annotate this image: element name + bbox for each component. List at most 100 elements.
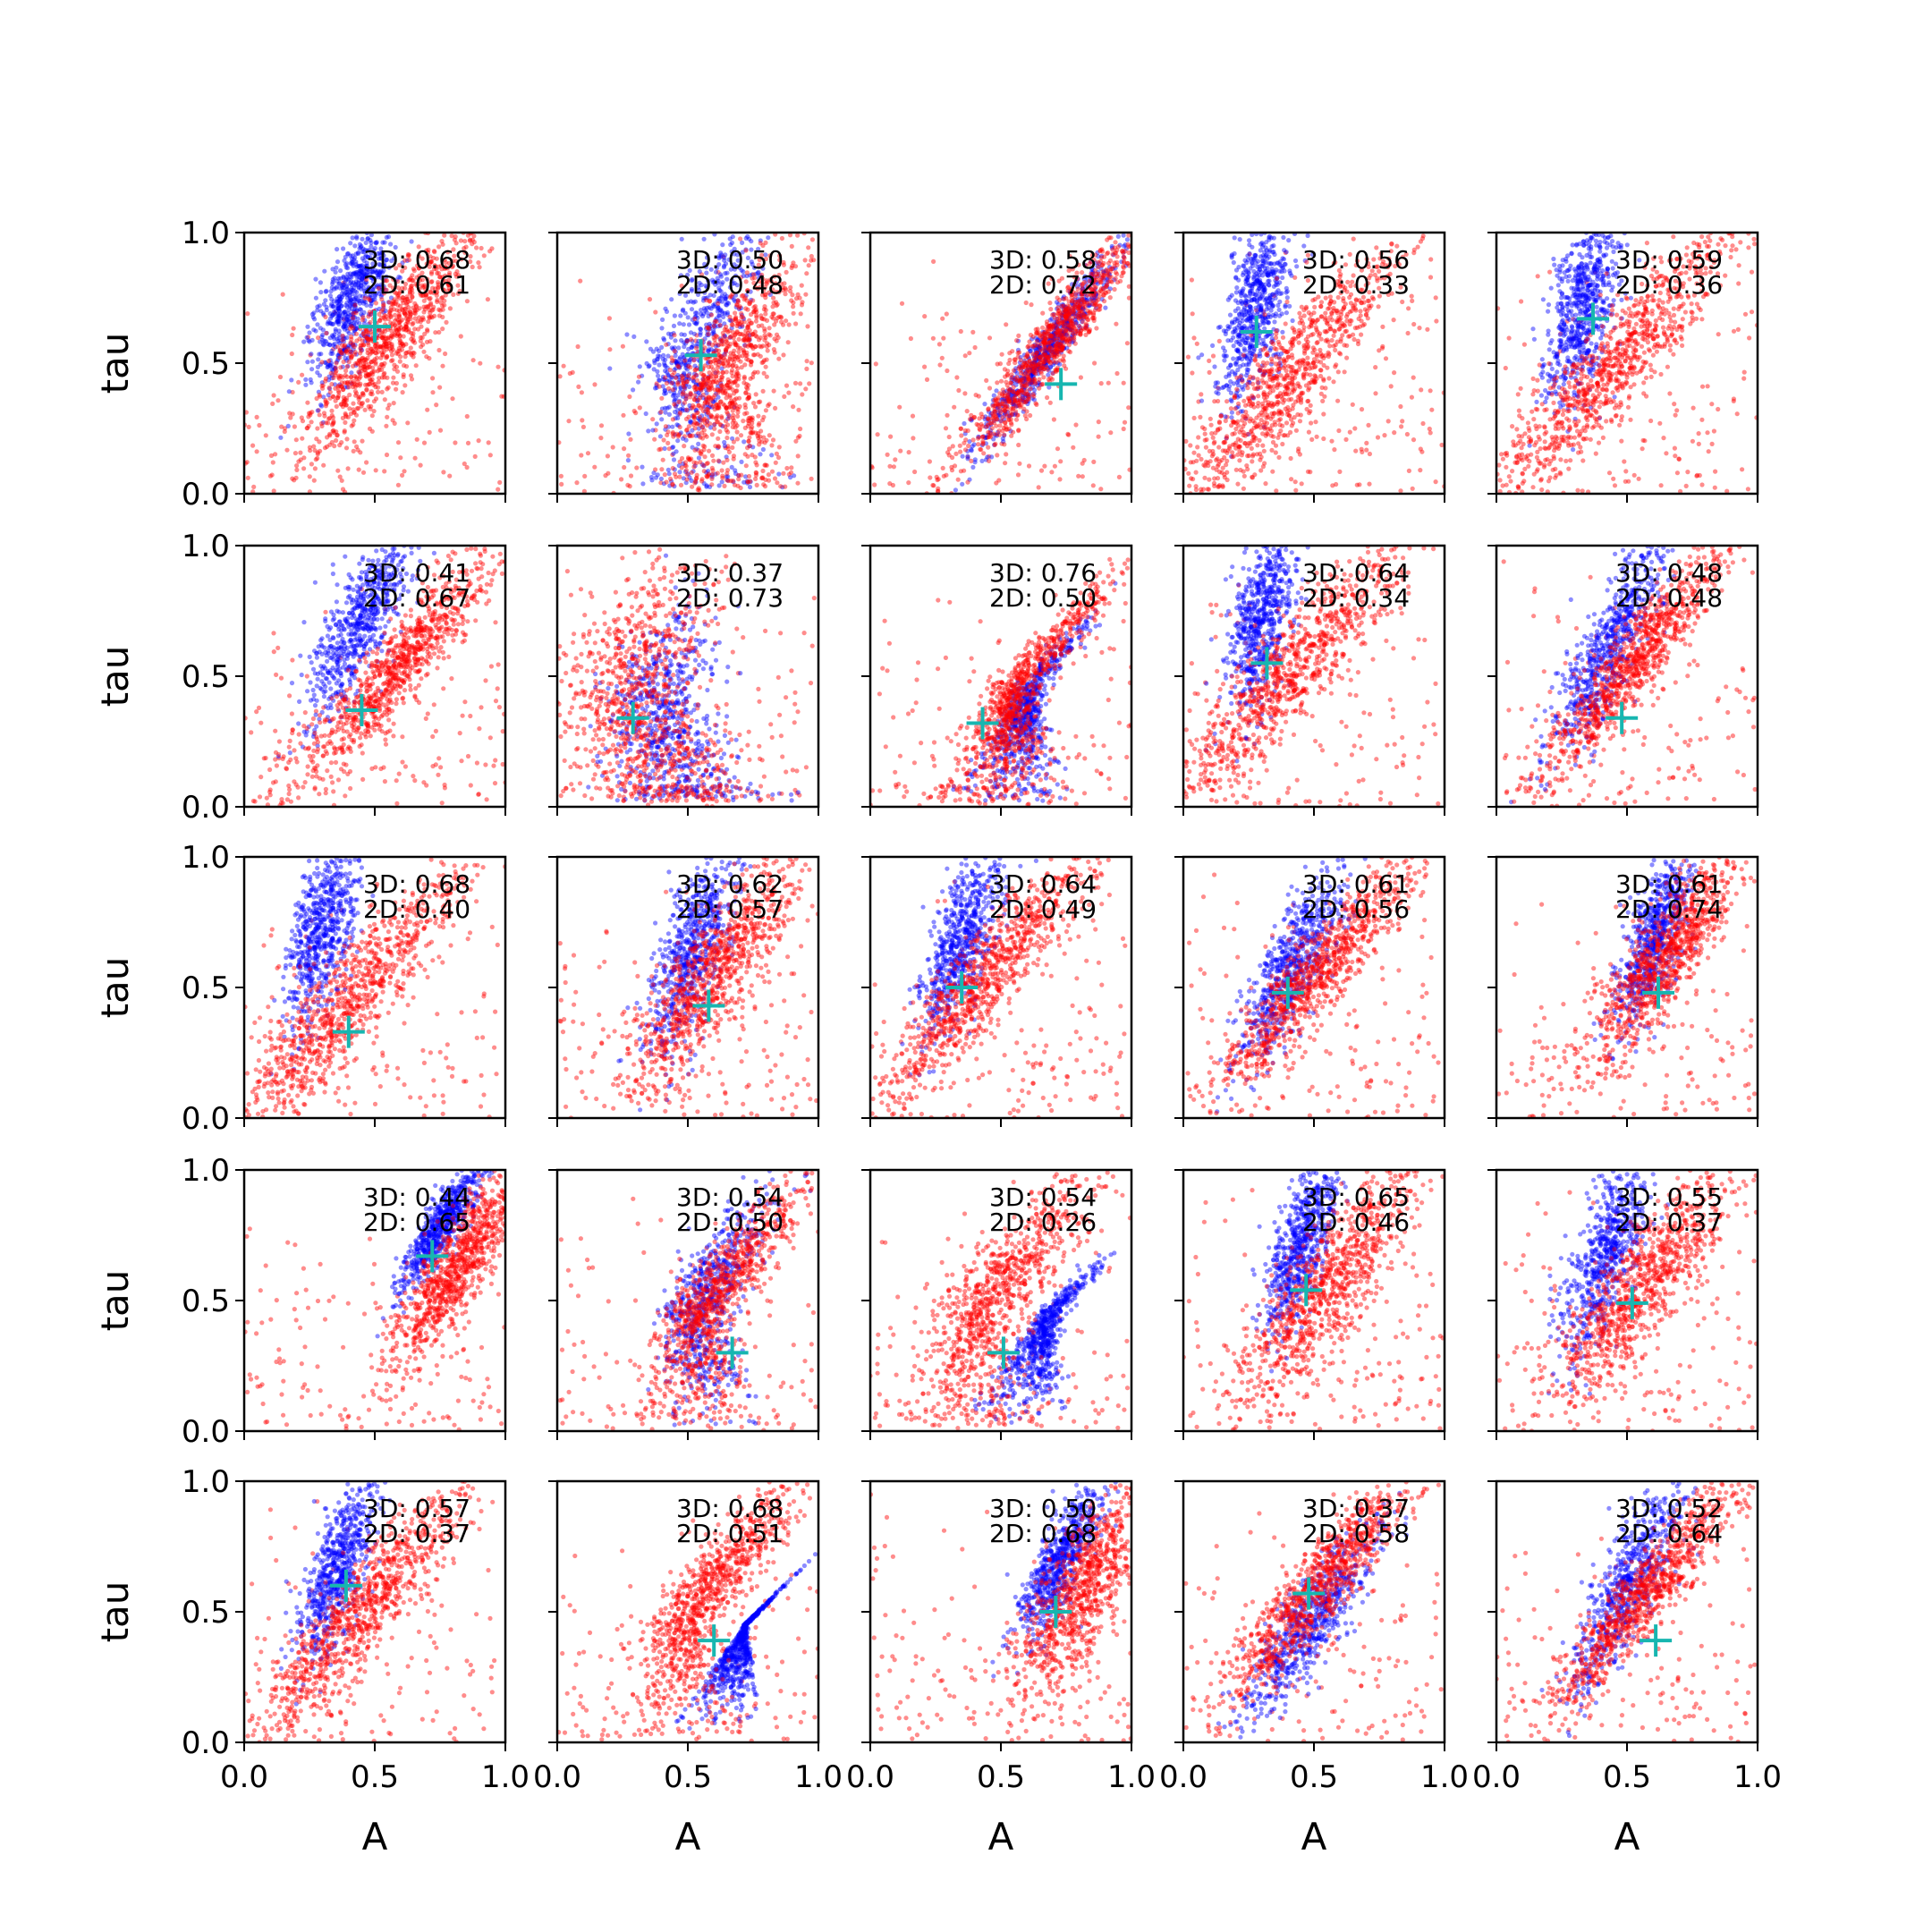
red-point <box>318 394 323 399</box>
blue-point <box>341 282 346 287</box>
red-point <box>733 343 739 348</box>
red-point <box>736 377 741 382</box>
blue-point <box>1009 377 1014 382</box>
red-point <box>1066 323 1072 328</box>
red-point <box>679 455 685 462</box>
red-point <box>685 455 691 461</box>
blue-point <box>1069 300 1074 305</box>
red-point <box>406 350 411 355</box>
blue-point <box>733 292 739 298</box>
blue-point <box>663 391 669 396</box>
blue-point <box>381 305 386 310</box>
red-point <box>366 364 371 369</box>
red-point <box>366 296 371 301</box>
blue-point <box>675 360 681 366</box>
red-point <box>428 310 433 316</box>
red-point <box>719 414 724 419</box>
blue-point <box>689 288 694 293</box>
blue-point <box>329 284 335 291</box>
red-point <box>739 319 744 325</box>
red-point <box>1072 341 1078 346</box>
red-point <box>715 335 720 340</box>
red-point <box>371 382 377 387</box>
red-point <box>713 374 719 379</box>
red-point <box>357 400 362 405</box>
red-point <box>693 479 699 484</box>
red-point <box>1083 325 1089 330</box>
red-point <box>338 402 343 407</box>
red-point <box>701 469 707 474</box>
blue-point <box>673 338 678 343</box>
red-point <box>408 275 413 281</box>
red-point <box>343 402 349 408</box>
blue-point <box>1082 274 1088 279</box>
blue-point <box>342 347 347 352</box>
blue-point <box>744 479 750 484</box>
blue-point <box>697 268 702 275</box>
blue-point <box>1093 292 1098 297</box>
red-point <box>698 422 703 428</box>
red-point <box>376 379 381 385</box>
blue-point <box>361 249 367 254</box>
red-point <box>691 374 697 379</box>
red-point <box>767 332 772 337</box>
red-point <box>738 485 743 491</box>
blue-point <box>369 290 376 295</box>
red-point <box>633 411 639 416</box>
blue-point <box>355 316 360 322</box>
blue-point <box>716 459 722 464</box>
red-point <box>416 244 421 250</box>
red-point <box>754 482 759 488</box>
red-point <box>411 268 417 274</box>
blue-point <box>329 297 335 302</box>
blue-point <box>332 341 337 347</box>
blue-point <box>712 323 717 328</box>
blue-point <box>749 259 754 265</box>
blue-point <box>372 253 377 258</box>
blue-point <box>351 287 356 292</box>
red-point <box>1040 325 1046 330</box>
red-point <box>343 414 349 419</box>
blue-point <box>354 299 360 304</box>
blue-point <box>365 335 371 340</box>
red-point <box>749 343 754 348</box>
blue-point <box>676 379 682 385</box>
blue-point <box>705 348 711 353</box>
blue-point <box>303 382 309 387</box>
red-point <box>792 380 799 386</box>
red-point <box>379 375 385 380</box>
red-point <box>748 300 753 305</box>
blue-point <box>342 309 347 315</box>
red-point <box>471 233 477 239</box>
blue-point <box>344 335 350 341</box>
red-point <box>724 468 731 473</box>
red-point <box>705 418 710 423</box>
blue-point <box>780 485 785 490</box>
blue-point <box>1096 273 1101 278</box>
red-point <box>368 346 374 352</box>
red-point <box>431 255 436 261</box>
red-point <box>682 460 689 465</box>
blue-point <box>724 474 729 479</box>
red-point <box>924 377 930 382</box>
red-point <box>386 402 392 408</box>
red-point <box>358 359 363 364</box>
blue-point <box>336 298 342 303</box>
red-point <box>998 378 1004 384</box>
red-point <box>367 309 372 315</box>
red-point <box>699 371 704 377</box>
red-point <box>1306 429 1311 435</box>
red-point <box>1048 307 1054 312</box>
blue-point <box>654 385 659 390</box>
blue-point <box>308 377 313 382</box>
red-point <box>800 392 805 397</box>
red-point <box>779 235 785 242</box>
blue-point <box>646 428 651 434</box>
blue-point <box>716 394 721 400</box>
blue-point <box>369 299 374 304</box>
blue-point <box>1065 326 1071 331</box>
red-point <box>745 453 750 459</box>
blue-point <box>688 392 693 397</box>
red-point <box>670 431 675 436</box>
red-point <box>922 314 928 319</box>
